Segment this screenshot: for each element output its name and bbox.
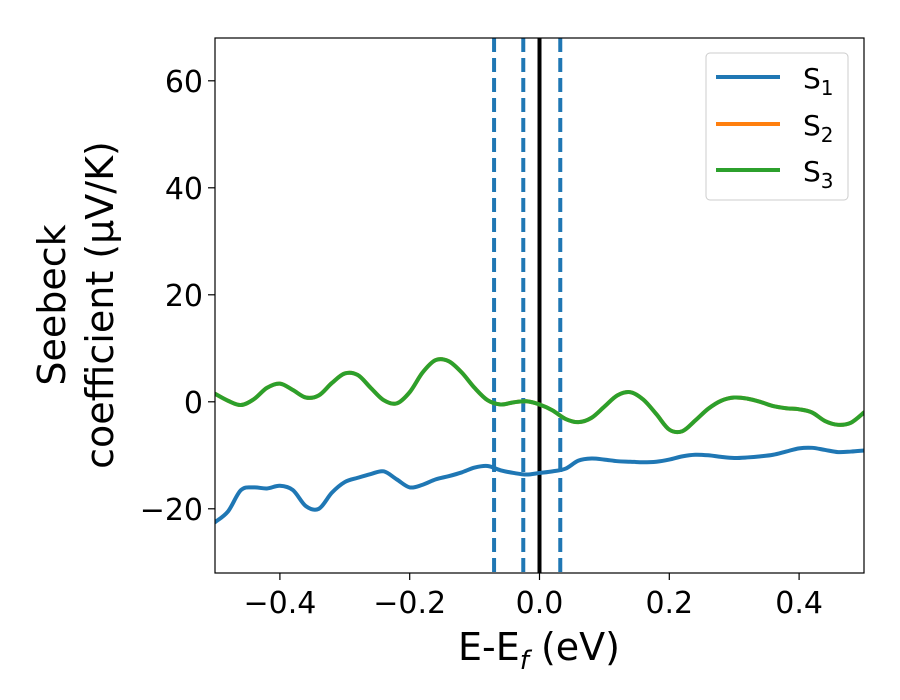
y-axis-label: Seebeck coefficient (μV/K) <box>30 141 122 469</box>
series-lines <box>215 357 864 525</box>
y-tick-label: 0 <box>184 386 203 421</box>
y-tick-label: 40 <box>165 172 203 207</box>
legend-label-s3: S3 <box>803 155 834 193</box>
y-tick-label: 20 <box>165 279 203 314</box>
legend-label-s1: S1 <box>803 62 834 100</box>
y-axis-label-line2: coefficient (μV/K) <box>78 141 122 469</box>
x-axis-label: E-Ef (eV) <box>458 625 620 676</box>
series-line-s3 <box>215 357 864 435</box>
legend: S1 S2 S3 <box>705 52 849 201</box>
y-axis-label-line1: Seebeck <box>30 224 74 385</box>
legend-label-s2: S2 <box>803 109 834 147</box>
series-line-s1 <box>215 445 864 525</box>
y-tick-label: 60 <box>165 65 203 100</box>
x-axis-ticks: −0.4 −0.2 0.0 0.2 0.4 <box>243 573 823 621</box>
x-tick-label: −0.2 <box>373 586 446 621</box>
x-tick-label: 0.0 <box>516 586 564 621</box>
x-tick-label: 0.2 <box>645 586 693 621</box>
x-tick-label: 0.4 <box>775 586 823 621</box>
y-tick-label: −20 <box>140 493 203 528</box>
vertical-marker-lines <box>492 38 563 573</box>
legend-box <box>705 52 849 201</box>
y-axis-ticks: −20 0 20 40 60 <box>140 65 215 528</box>
x-tick-label: −0.4 <box>243 586 316 621</box>
